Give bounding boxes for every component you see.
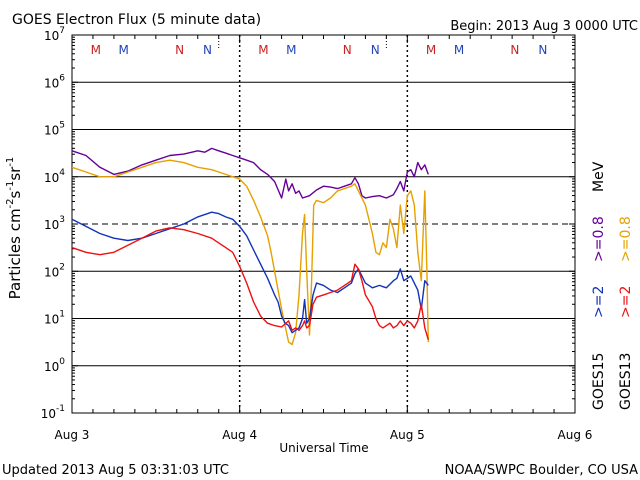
marker-m: M bbox=[119, 43, 129, 57]
y-label-sup2: -1 bbox=[5, 181, 16, 191]
flux-series bbox=[71, 147, 429, 346]
y-tick-label: 105 bbox=[44, 121, 65, 138]
y-tick-base: 10 bbox=[41, 407, 56, 421]
y-tick-label: 100 bbox=[44, 357, 65, 374]
marker-n: N bbox=[538, 43, 547, 57]
y-axis-label: Particles cm-2s-1sr-1 bbox=[5, 157, 24, 300]
y-tick-base: 10 bbox=[44, 76, 59, 90]
marker-m: M bbox=[426, 43, 436, 57]
y-label-s: s bbox=[6, 190, 24, 198]
legend-goes15: GOES15 bbox=[591, 353, 607, 410]
legend-goes13: GOES13 bbox=[618, 353, 634, 410]
y-tick-exp: 0 bbox=[59, 357, 65, 367]
y-tick-exp: -1 bbox=[56, 404, 65, 414]
updated-time: Updated 2013 Aug 5 03:31:03 UTC bbox=[2, 463, 229, 478]
y-tick-base: 10 bbox=[44, 265, 59, 279]
y-tick-base: 10 bbox=[44, 218, 59, 232]
legend-g13-08mev: >=0.8 bbox=[618, 216, 634, 262]
y-tick-label: 107 bbox=[44, 26, 65, 43]
marker-n: N bbox=[175, 43, 184, 57]
y-tick-exp: 4 bbox=[59, 168, 65, 178]
marker-m: M bbox=[258, 43, 268, 57]
y-tick-label: 103 bbox=[44, 215, 65, 232]
marker-m: M bbox=[286, 43, 296, 57]
legend: GOES15 GOES13 >=2 >=2 >=0.8 >=0.8 MeV bbox=[591, 161, 634, 410]
marker-m: M bbox=[454, 43, 464, 57]
y-tick-exp: 3 bbox=[59, 215, 65, 225]
x-tick-label: Aug 6 bbox=[558, 428, 593, 442]
y-tick-exp: 2 bbox=[59, 262, 65, 272]
x-tick-label: Aug 4 bbox=[222, 428, 257, 442]
y-tick-base: 10 bbox=[44, 313, 59, 327]
legend-g13-2mev: >=2 bbox=[618, 286, 634, 318]
y-tick-exp: 5 bbox=[59, 121, 65, 131]
y-tick-base: 10 bbox=[44, 360, 59, 374]
y-label-base: Particles cm bbox=[6, 208, 24, 299]
y-tick-exp: 6 bbox=[59, 73, 65, 83]
y-label-sup3: -1 bbox=[5, 157, 16, 167]
y-label-sr: sr bbox=[6, 166, 24, 181]
y-tick-base: 10 bbox=[44, 29, 59, 43]
legend-g15-08mev: >=0.8 bbox=[591, 216, 607, 262]
y-tick-exp: 1 bbox=[59, 310, 65, 320]
marker-n: N bbox=[203, 43, 212, 57]
legend-mev: MeV bbox=[591, 161, 607, 192]
y-label-sup1: -2 bbox=[5, 198, 16, 208]
noon-dotted-lines bbox=[218, 35, 409, 413]
marker-n: N bbox=[371, 43, 380, 57]
begin-time: Begin: 2013 Aug 3 0000 UTC bbox=[450, 19, 638, 34]
marker-n: N bbox=[343, 43, 352, 57]
y-tick-label: 102 bbox=[44, 262, 65, 279]
series-goes13-2-mev bbox=[71, 227, 429, 340]
grid-lines bbox=[72, 81, 575, 367]
x-tick-label: Aug 3 bbox=[55, 428, 90, 442]
x-tick-label: Aug 5 bbox=[390, 428, 425, 442]
series-goes15-0-8-mev bbox=[71, 147, 429, 199]
legend-g15-2mev: >=2 bbox=[591, 286, 607, 318]
y-tick-base: 10 bbox=[44, 124, 59, 138]
y-tick-exp: 7 bbox=[59, 26, 65, 36]
x-axis-label: Universal Time bbox=[279, 441, 368, 455]
series-goes15-2-mev bbox=[71, 211, 429, 334]
chart-title: GOES Electron Flux (5 minute data) bbox=[12, 12, 261, 28]
series-goes13-0-8-mev bbox=[71, 159, 429, 346]
credit: NOAA/SWPC Boulder, CO USA bbox=[445, 463, 638, 478]
marker-n: N bbox=[510, 43, 519, 57]
y-tick-label: 101 bbox=[44, 310, 65, 327]
y-tick-label: 106 bbox=[44, 73, 65, 90]
y-tick-label: 104 bbox=[44, 168, 65, 185]
marker-m: M bbox=[91, 43, 101, 57]
y-tick-base: 10 bbox=[44, 171, 59, 185]
y-tick-label: 10-1 bbox=[41, 404, 65, 421]
x-axis-ticks: Aug 3 Aug 4 Aug 5 Aug 6 bbox=[55, 35, 593, 442]
